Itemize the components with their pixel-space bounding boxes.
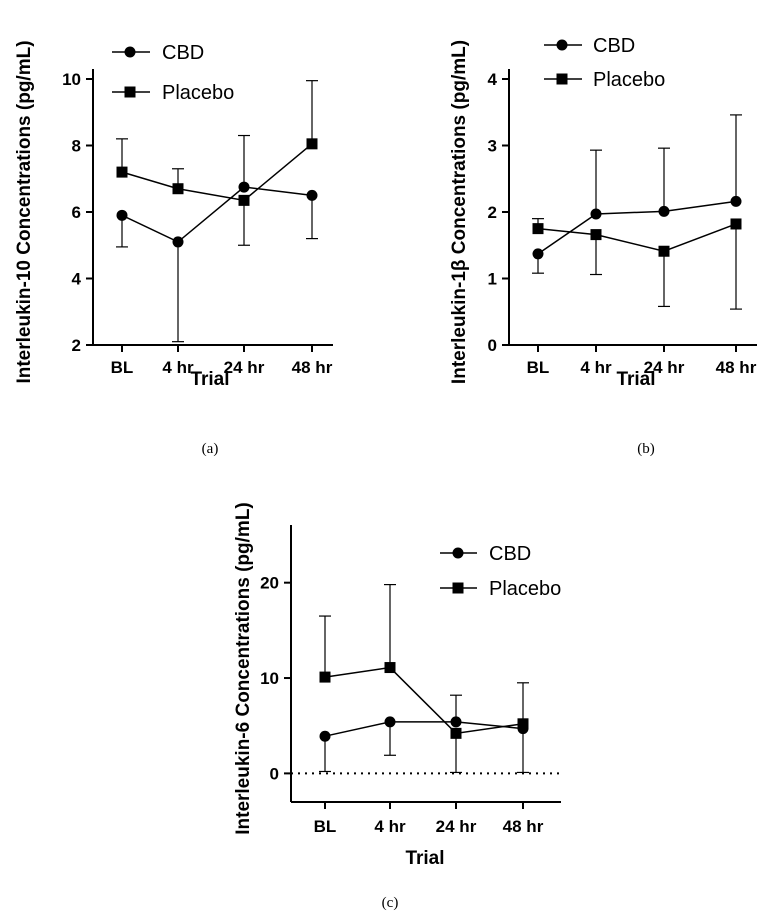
data-point-cbd <box>116 209 128 221</box>
y-axis-title: Interleukin-1β Concentrations (pg/mL) <box>449 40 470 384</box>
legend-label-placebo: Placebo <box>489 578 561 600</box>
series-line-cbd <box>537 200 737 255</box>
y-axis-title: Interleukin-6 Concentrations (pg/mL) <box>233 502 254 835</box>
legend: CBD Placebo <box>112 42 234 104</box>
x-axis-title: Trial <box>405 848 444 869</box>
data-point-placebo <box>319 671 331 683</box>
series-line-cbd <box>121 186 313 243</box>
data-point-placebo <box>172 183 184 195</box>
series-placebo <box>319 583 529 774</box>
x-tick-label: 48 hr <box>716 358 757 377</box>
chart-panel-1: 2 4 6 8 10 BL 4 hr 24 hr 48 hr Interleukin-10 Con… <box>14 40 333 457</box>
x-axis-title: Trial <box>190 369 229 390</box>
chart-panel-3: 0 10 20 BL 4 hr 24 hr 48 hr Interleukin-6 Conce… <box>233 502 561 911</box>
y-tick-label: 0 <box>270 764 279 783</box>
series-cbd <box>532 114 742 274</box>
legend-marker-placebo <box>452 582 464 594</box>
chart-panel-2: 0 1 2 3 4 BL 4 hr 24 hr 48 hr Interleukin-1β Conc… <box>449 35 757 457</box>
y-tick-label: 8 <box>72 137 81 156</box>
data-point-placebo <box>532 223 544 235</box>
x-tick-label: 48 hr <box>292 358 333 377</box>
data-point-cbd <box>384 716 396 728</box>
series-line-placebo <box>537 223 737 253</box>
y-tick-label: 2 <box>488 203 497 222</box>
legend-marker-placebo <box>124 86 136 98</box>
series-placebo <box>116 80 318 246</box>
legend-marker-cbd <box>452 547 464 559</box>
series-line-cbd <box>324 721 524 737</box>
data-point-cbd <box>172 236 184 248</box>
legend-marker-cbd <box>124 46 136 58</box>
legend-marker-placebo <box>556 73 568 85</box>
y-tick-label: 4 <box>72 270 82 289</box>
data-point-placebo <box>116 166 128 178</box>
y-tick-label: 2 <box>72 336 81 355</box>
y-tick-label: 10 <box>62 70 81 89</box>
data-point-cbd <box>730 195 742 207</box>
x-axis-title: Trial <box>616 369 655 390</box>
panel-caption: (b) <box>637 441 655 457</box>
legend: CBD Placebo <box>440 543 561 600</box>
panel-caption: (a) <box>202 441 219 457</box>
x-tick-label: 4 hr <box>580 358 612 377</box>
legend-label-placebo: Placebo <box>593 69 665 91</box>
y-axis-title: Interleukin-10 Concentrations (pg/mL) <box>14 40 35 383</box>
data-point-placebo <box>450 727 462 739</box>
x-tick-label: BL <box>111 358 134 377</box>
series-cbd <box>116 134 318 343</box>
data-point-placebo <box>238 194 250 206</box>
series-line-placebo <box>121 143 313 202</box>
data-point-cbd <box>450 716 462 728</box>
legend-label-cbd: CBD <box>162 42 204 64</box>
y-tick-label: 6 <box>72 203 81 222</box>
x-tick-label: 24 hr <box>644 358 685 377</box>
series-placebo <box>532 218 742 310</box>
x-tick-label: BL <box>527 358 550 377</box>
y-tick-label: 1 <box>488 270 497 289</box>
legend-marker-cbd <box>556 39 568 51</box>
y-tick-label: 20 <box>260 574 279 593</box>
data-point-placebo <box>384 662 396 674</box>
data-point-cbd <box>532 248 544 260</box>
x-tick-label: 48 hr <box>503 817 544 836</box>
y-tick-label: 0 <box>488 336 497 355</box>
x-tick-label: BL <box>314 817 337 836</box>
panel-caption: (c) <box>382 895 399 911</box>
x-tick-label: 24 hr <box>436 817 477 836</box>
data-point-placebo <box>306 138 318 150</box>
legend-label-placebo: Placebo <box>162 82 234 104</box>
y-tick-label: 10 <box>260 669 279 688</box>
x-tick-label: 4 hr <box>374 817 406 836</box>
data-point-placebo <box>658 245 670 257</box>
series-cbd <box>319 682 529 773</box>
data-point-cbd <box>319 730 331 742</box>
y-tick-label: 3 <box>488 137 497 156</box>
data-point-cbd <box>306 189 318 201</box>
data-point-cbd <box>238 181 250 193</box>
series-line-placebo <box>324 666 524 735</box>
legend-label-cbd: CBD <box>593 35 635 57</box>
legend-label-cbd: CBD <box>489 543 531 565</box>
data-point-placebo <box>730 218 742 230</box>
data-point-placebo <box>517 718 529 730</box>
data-point-cbd <box>590 208 602 220</box>
data-point-placebo <box>590 229 602 241</box>
data-point-cbd <box>658 205 670 217</box>
x-tick-label: 4 hr <box>162 358 194 377</box>
y-tick-label: 4 <box>488 70 498 89</box>
legend: CBD Placebo <box>544 35 665 91</box>
x-tick-label: 24 hr <box>224 358 265 377</box>
